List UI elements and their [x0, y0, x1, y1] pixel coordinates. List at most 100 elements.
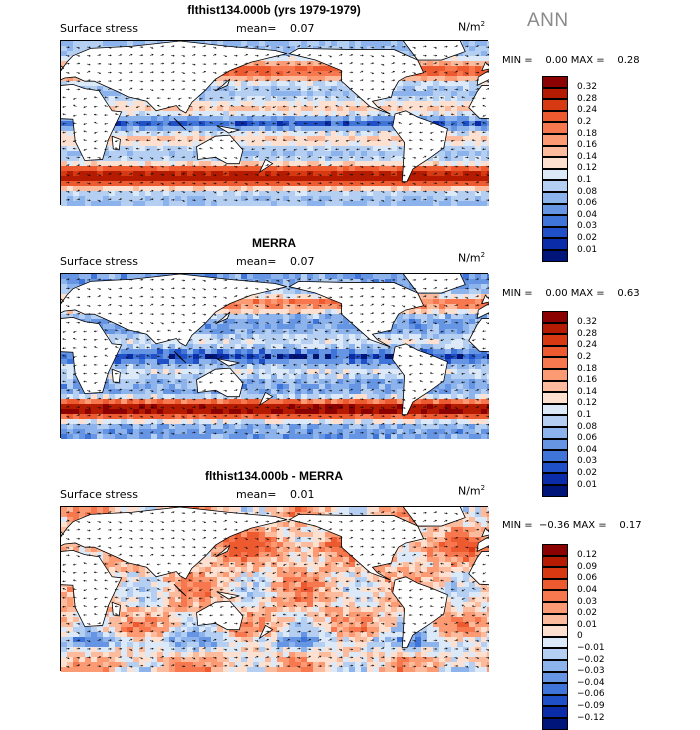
- panel-title: MERRA: [60, 236, 488, 250]
- colorbar-label: −0.01: [577, 644, 605, 653]
- colorbar-label: 0.28: [577, 95, 597, 104]
- mean-value: 0.07: [290, 255, 315, 268]
- colorbar-label: −0.02: [577, 656, 605, 665]
- colorbar-swatch: [542, 76, 568, 88]
- colorbar-swatch: [542, 227, 568, 239]
- colorbar-label: 0.28: [577, 330, 597, 339]
- mean-value: 0.01: [290, 488, 315, 501]
- panel-title: flthist134.000b (yrs 1979-1979): [60, 3, 488, 17]
- colorbar-swatch: [542, 637, 568, 649]
- colorbar-label: 0.08: [577, 188, 597, 197]
- colorbar-swatch: [542, 567, 568, 579]
- colorbar-swatch: [542, 473, 568, 485]
- colorbar-label: 0: [577, 632, 583, 641]
- colorbar-label: 0.1: [577, 176, 591, 185]
- colorbar-swatch: [542, 590, 568, 602]
- colorbar-swatch: [542, 485, 568, 497]
- surface-stress-map: [60, 506, 488, 671]
- colorbar-swatch: [542, 648, 568, 660]
- min-max-label: MIN = 0.00 MAX = 0.28: [502, 55, 640, 66]
- colorbar-swatch: [542, 215, 568, 227]
- colorbar-swatch: [542, 625, 568, 637]
- season-label: ANN: [527, 10, 569, 32]
- colorbar-label: 0.04: [577, 446, 597, 455]
- colorbar-label: 0.04: [577, 211, 597, 220]
- colorbar-swatch: [542, 122, 568, 134]
- colorbar-swatch: [542, 192, 568, 204]
- colorbar-label: 0.14: [577, 388, 597, 397]
- colorbar-label: −0.06: [577, 690, 605, 699]
- colorbar-swatch: [542, 157, 568, 169]
- colorbar-label: 0.08: [577, 423, 597, 432]
- colorbar-label: 0.32: [577, 318, 597, 327]
- colorbar-swatch: [542, 718, 568, 730]
- field-name: Surface stress: [60, 22, 138, 35]
- colorbar-swatch: [542, 415, 568, 427]
- field-name: Surface stress: [60, 488, 138, 501]
- min-max-label: MIN = −0.36 MAX = 0.17: [502, 520, 642, 531]
- map-canvas: [61, 274, 489, 439]
- colorbar-label: 0.2: [577, 118, 591, 127]
- colorbar-swatch: [542, 579, 568, 591]
- colorbar-label: 0.02: [577, 469, 597, 478]
- mean-value: 0.07: [290, 22, 315, 35]
- colorbar-label: 0.03: [577, 222, 597, 231]
- colorbar-swatch: [542, 439, 568, 451]
- colorbar-label: 0.06: [577, 434, 597, 443]
- colorbar-swatch: [542, 544, 568, 556]
- colorbar-label: 0.12: [577, 551, 597, 560]
- colorbar-swatch: [542, 334, 568, 346]
- colorbar-label: 0.2: [577, 353, 591, 362]
- colorbar-label: −0.04: [577, 679, 605, 688]
- colorbar-label: 0.01: [577, 481, 597, 490]
- colorbar-label: 0.32: [577, 83, 597, 92]
- field-name: Surface stress: [60, 255, 138, 268]
- colorbar-swatch: [542, 672, 568, 684]
- colorbar-swatch: [542, 88, 568, 100]
- colorbar-swatch: [542, 404, 568, 416]
- colorbar-swatch: [542, 204, 568, 216]
- colorbar-swatch: [542, 111, 568, 123]
- mean-label: mean=: [236, 488, 276, 501]
- units-label: N/m2: [458, 20, 485, 34]
- colorbar-swatch: [542, 357, 568, 369]
- colorbar-swatch: [542, 238, 568, 250]
- colorbar-swatch: [542, 462, 568, 474]
- colorbar-swatch: [542, 381, 568, 393]
- colorbar-label: 0.02: [577, 234, 597, 243]
- colorbar-label: 0.18: [577, 130, 597, 139]
- units-label: N/m2: [458, 484, 485, 498]
- surface-stress-map: [60, 273, 488, 438]
- colorbar-label: 0.24: [577, 106, 597, 115]
- colorbar-swatch: [542, 250, 568, 262]
- colorbar-label: 0.09: [577, 563, 597, 572]
- colorbar-swatch: [542, 683, 568, 695]
- colorbar-swatch: [542, 392, 568, 404]
- panel-title: flthist134.000b - MERRA: [60, 469, 488, 483]
- colorbar-label: 0.24: [577, 341, 597, 350]
- colorbar-label: 0.04: [577, 586, 597, 595]
- colorbar-swatch: [542, 346, 568, 358]
- colorbar-swatch: [542, 146, 568, 158]
- mean-label: mean=: [236, 255, 276, 268]
- colorbar-label: 0.16: [577, 141, 597, 150]
- colorbar-label: 0.12: [577, 399, 597, 408]
- colorbar-label: 0.01: [577, 246, 597, 255]
- colorbar-swatch: [542, 695, 568, 707]
- colorbar-label: 0.06: [577, 199, 597, 208]
- colorbar-label: −0.09: [577, 702, 605, 711]
- colorbar-swatch: [542, 706, 568, 718]
- map-canvas: [61, 41, 489, 206]
- colorbar-swatch: [542, 323, 568, 335]
- colorbar-swatch: [542, 99, 568, 111]
- colorbar-swatch: [542, 369, 568, 381]
- colorbar-swatch: [542, 169, 568, 181]
- colorbar-label: 0.01: [577, 621, 597, 630]
- colorbar-swatch: [542, 427, 568, 439]
- colorbar-label: 0.12: [577, 164, 597, 173]
- colorbar-label: 0.03: [577, 457, 597, 466]
- colorbar-swatch: [542, 614, 568, 626]
- mean-label: mean=: [236, 22, 276, 35]
- colorbar-label: 0.03: [577, 598, 597, 607]
- colorbar-swatch: [542, 134, 568, 146]
